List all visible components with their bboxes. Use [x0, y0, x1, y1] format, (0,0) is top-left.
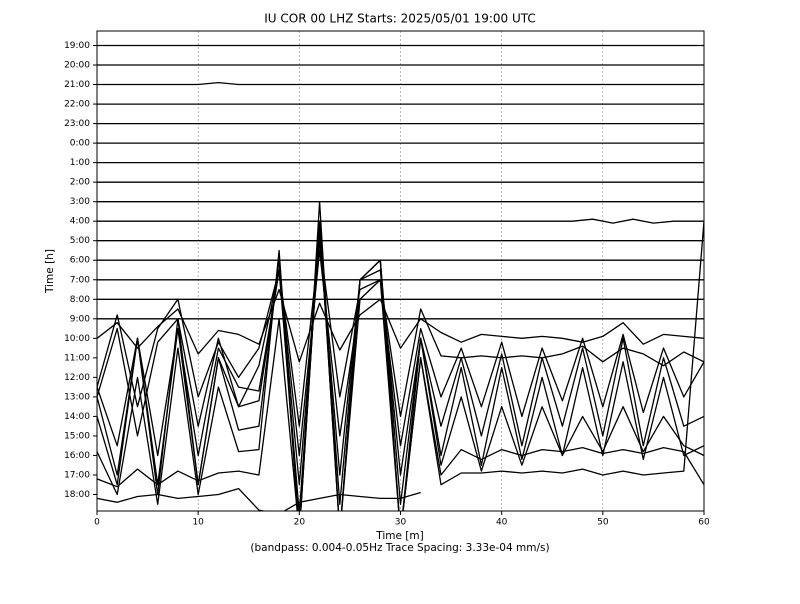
trace: [97, 288, 704, 363]
x-tick-label: 0: [94, 518, 100, 528]
y-tick-label: 23:00: [64, 119, 90, 129]
y-tick-label: 0:00: [70, 139, 90, 149]
y-tick-label: 5:00: [70, 236, 90, 246]
y-tick-label: 3:00: [70, 197, 90, 207]
x-tick-label: 60: [698, 518, 710, 528]
y-tick-label: 15:00: [64, 431, 90, 441]
trace: [97, 81, 704, 86]
y-tick-label: 13:00: [64, 392, 90, 402]
trace: [97, 218, 704, 224]
x-tick-label: 50: [597, 518, 609, 528]
x-tick-label: 30: [395, 518, 407, 528]
y-axis-label: Time [h]: [44, 249, 56, 294]
y-tick-label: 11:00: [64, 353, 90, 363]
y-tick-label: 12:00: [64, 373, 90, 383]
y-tick-label: 10:00: [64, 334, 90, 344]
y-tick-label: 1:00: [70, 158, 90, 168]
y-tick-label: 9:00: [70, 314, 90, 324]
y-tick-label: 17:00: [64, 470, 90, 480]
y-tick-label: 21:00: [64, 80, 90, 90]
x-axis-label: Time [m]: [375, 530, 423, 542]
x-tick-label: 10: [192, 518, 204, 528]
ticks: 0 10 20 30 40 50 60 19:00 20:00 21:00 22:00 23:00 0:…: [64, 41, 710, 528]
y-tick-label: 8:00: [70, 295, 90, 305]
y-tick-label: 16:00: [64, 451, 90, 461]
y-tick-label: 4:00: [70, 217, 90, 227]
trace: [97, 220, 704, 511]
y-tick-label: 14:00: [64, 412, 90, 422]
y-tick-label: 22:00: [64, 100, 90, 110]
y-tick-label: 7:00: [70, 275, 90, 285]
trace: [97, 240, 704, 427]
x-tick-label: 40: [496, 518, 508, 528]
x-tick-label: 20: [294, 518, 306, 528]
y-tick-label: 6:00: [70, 256, 90, 266]
y-tick-label: 19:00: [64, 41, 90, 51]
y-tick-label: 2:00: [70, 178, 90, 188]
traces: [97, 44, 704, 511]
trace: [97, 220, 704, 511]
footnote: (bandpass: 0.004-0.05Hz Trace Spacing: 3…: [250, 542, 549, 554]
y-tick-label: 20:00: [64, 61, 90, 71]
trace: [97, 487, 421, 511]
chart-title: IU COR 00 LHZ Starts: 2025/05/01 19:00 U…: [264, 12, 536, 26]
trace: [97, 201, 704, 511]
trace: [97, 240, 704, 486]
trace: [97, 249, 704, 457]
y-tick-label: 18:00: [64, 490, 90, 500]
